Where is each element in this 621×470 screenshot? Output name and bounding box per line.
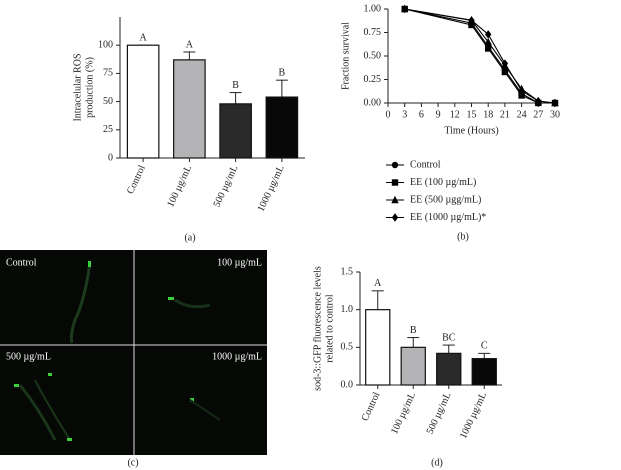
x-tick-label: 24 [517, 109, 527, 120]
y-tick-label: 1.5 [341, 266, 354, 277]
panel-caption: (c) [127, 457, 138, 468]
bar [126, 44, 160, 159]
y-tick-label: 1.00 [364, 3, 382, 14]
y-tick-label: 0 [108, 152, 113, 163]
marker [518, 92, 525, 99]
y-axis-label: sod-3::GFP fluorescence levels [312, 266, 323, 391]
x-tick-label: Control [360, 390, 383, 423]
significance-letter: B [410, 325, 417, 336]
y-tick-label: 0.00 [364, 97, 382, 108]
x-axis-label: Time (Hours) [444, 125, 498, 136]
bar [400, 346, 426, 386]
y-axis-label: Fraction survival [340, 22, 351, 90]
y-tick-label: 100 [98, 39, 113, 50]
significance-letter: A [186, 39, 194, 50]
y-tick-label: 1.0 [341, 304, 354, 315]
legend-label: EE (500 µgg/mL) [410, 194, 481, 205]
x-tick-label: 18 [483, 109, 493, 120]
series-line [404, 8, 556, 104]
bar [265, 96, 299, 159]
x-tick-label: 3 [402, 109, 407, 120]
y-tick-label: 75 [103, 68, 113, 79]
significance-letter: BC [442, 332, 456, 343]
y-tick-label: 0.25 [364, 74, 382, 85]
x-tick-label: 15 [467, 109, 477, 120]
bar [219, 103, 252, 159]
marker [485, 45, 492, 52]
x-tick-label: 21 [500, 109, 510, 120]
bar [365, 309, 391, 386]
marker [484, 37, 492, 46]
significance-letter: C [481, 341, 488, 352]
panel-caption: (d) [431, 457, 443, 468]
series-line [404, 8, 556, 104]
x-tick-label: 0 [386, 109, 391, 120]
legend-label: EE (100 µg/mL) [410, 177, 476, 188]
legend-label: Control [410, 159, 441, 170]
marker [501, 59, 509, 68]
x-tick-label: 500 µg/mL [211, 164, 240, 209]
y-axis-label: related to control [324, 294, 335, 363]
series-line [404, 8, 555, 104]
marker [468, 21, 475, 29]
x-tick-label: 1000 µg/mL [458, 391, 489, 441]
x-tick-label: 30 [550, 109, 560, 120]
x-tick-label: 500 µg/mL [425, 391, 454, 436]
significance-letter: A [140, 32, 148, 43]
marker [468, 16, 475, 25]
marker [518, 86, 525, 95]
significance-letter: A [374, 278, 382, 289]
y-axis-label: production (%) [84, 57, 95, 118]
marker [391, 179, 399, 186]
x-tick-label: 9 [436, 109, 441, 120]
marker [501, 68, 509, 76]
marker [535, 96, 542, 106]
y-tick-label: 25 [103, 124, 113, 135]
marker [391, 213, 399, 222]
y-tick-label: 0.50 [364, 50, 382, 61]
y-tick-label: 0.5 [341, 342, 354, 353]
significance-letter: B [232, 80, 239, 91]
x-tick-label: 27 [533, 109, 543, 120]
marker [391, 161, 399, 169]
bar [471, 358, 497, 386]
x-tick-label: 100 µg/mL [165, 164, 194, 209]
y-tick-label: 50 [103, 96, 113, 107]
microscopy-panel [0, 250, 267, 455]
significance-letter: B [279, 67, 286, 78]
y-axis-label: Intracelular ROS [72, 53, 83, 121]
panel-caption: (b) [457, 231, 469, 242]
image-label: 100 µg/mL [217, 257, 262, 268]
x-tick-label: 12 [450, 109, 460, 120]
x-tick-label: Control [125, 163, 148, 196]
x-tick-label: 6 [419, 109, 424, 120]
y-tick-label: 0.75 [364, 27, 382, 38]
bar [173, 59, 206, 159]
image-label: 1000 µg/mL [212, 351, 262, 362]
bar [436, 352, 462, 386]
marker [485, 30, 492, 39]
panel-caption: (a) [184, 232, 195, 243]
marker [551, 98, 559, 108]
series-line [404, 8, 555, 104]
x-tick-label: 1000 µg/mL [256, 164, 287, 214]
image-label: Control [6, 257, 37, 268]
image-label: 500 µg/mL [6, 351, 51, 362]
marker [401, 4, 408, 14]
x-tick-label: 100 µg/mL [389, 391, 418, 436]
y-tick-label: 0.0 [341, 379, 354, 390]
marker [391, 195, 399, 204]
legend-label: EE (1000 µg/mL)* [410, 212, 486, 223]
